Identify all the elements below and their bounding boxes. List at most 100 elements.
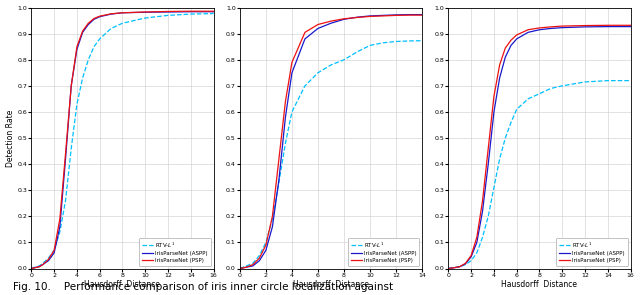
RTV-$L^1$ xyxy=(243,264,250,268)
RTV-$L^1$ xyxy=(108,27,115,30)
RTV-$L^1$ xyxy=(547,87,555,90)
IrisParseNet (ASPP) xyxy=(604,25,612,28)
IrisParseNet (ASPP) xyxy=(340,17,348,21)
IrisParseNet (ASPP) xyxy=(479,209,486,213)
Legend: RTV-$L^1$, IrisParseNet (ASPP), IrisParseNet (PSP): RTV-$L^1$, IrisParseNet (ASPP), IrisPars… xyxy=(140,237,211,266)
RTV-$L^1$ xyxy=(67,147,75,150)
RTV-$L^1$ xyxy=(90,45,98,48)
IrisParseNet (ASPP) xyxy=(262,248,269,252)
IrisParseNet (ASPP) xyxy=(210,10,218,14)
IrisParseNet (PSP) xyxy=(366,15,374,18)
RTV-$L^1$ xyxy=(288,110,296,114)
RTV-$L^1$ xyxy=(524,97,532,101)
RTV-$L^1$ xyxy=(418,39,426,42)
RTV-$L^1$ xyxy=(35,264,43,268)
RTV-$L^1$ xyxy=(84,58,92,62)
IrisParseNet (ASPP) xyxy=(536,28,543,32)
IrisParseNet (PSP) xyxy=(282,100,289,103)
IrisParseNet (PSP) xyxy=(31,266,38,270)
IrisParseNet (ASPP) xyxy=(118,11,126,14)
RTV-$L^1$ xyxy=(484,214,492,218)
IrisParseNet (ASPP) xyxy=(67,84,75,88)
RTV-$L^1$ xyxy=(467,259,475,263)
Line: RTV-$L^1$: RTV-$L^1$ xyxy=(240,41,422,268)
IrisParseNet (ASPP) xyxy=(282,115,289,119)
IrisParseNet (PSP) xyxy=(210,9,218,13)
IrisParseNet (PSP) xyxy=(461,261,469,265)
IrisParseNet (ASPP) xyxy=(164,10,172,14)
IrisParseNet (ASPP) xyxy=(314,27,322,30)
IrisParseNet (PSP) xyxy=(524,28,532,32)
RTV-$L^1$ xyxy=(164,14,172,17)
IrisParseNet (ASPP) xyxy=(108,12,115,16)
IrisParseNet (ASPP) xyxy=(581,25,589,29)
IrisParseNet (ASPP) xyxy=(187,10,195,14)
IrisParseNet (ASPP) xyxy=(353,15,361,19)
RTV-$L^1$ xyxy=(269,217,276,221)
RTV-$L^1$ xyxy=(282,142,289,145)
IrisParseNet (ASPP) xyxy=(56,225,64,229)
IrisParseNet (PSP) xyxy=(118,11,126,14)
IrisParseNet (PSP) xyxy=(502,46,509,50)
Line: IrisParseNet (ASPP): IrisParseNet (ASPP) xyxy=(240,14,422,268)
RTV-$L^1$ xyxy=(490,186,498,189)
IrisParseNet (ASPP) xyxy=(507,44,515,47)
Legend: RTV-$L^1$, IrisParseNet (ASPP), IrisParseNet (PSP): RTV-$L^1$, IrisParseNet (ASPP), IrisPars… xyxy=(348,237,419,266)
RTV-$L^1$ xyxy=(627,79,634,82)
Line: IrisParseNet (PSP): IrisParseNet (PSP) xyxy=(449,25,630,268)
IrisParseNet (ASPP) xyxy=(301,37,308,41)
RTV-$L^1$ xyxy=(249,261,257,265)
IrisParseNet (PSP) xyxy=(255,256,263,260)
IrisParseNet (ASPP) xyxy=(51,251,58,255)
IrisParseNet (ASPP) xyxy=(45,259,52,263)
IrisParseNet (PSP) xyxy=(456,265,463,268)
IrisParseNet (ASPP) xyxy=(73,47,81,51)
IrisParseNet (ASPP) xyxy=(559,26,566,30)
IrisParseNet (PSP) xyxy=(418,13,426,17)
RTV-$L^1$ xyxy=(31,266,38,269)
RTV-$L^1$ xyxy=(275,181,283,184)
IrisParseNet (PSP) xyxy=(490,94,498,98)
IrisParseNet (ASPP) xyxy=(392,13,400,17)
IrisParseNet (ASPP) xyxy=(28,267,35,270)
RTV-$L^1$ xyxy=(513,108,520,111)
RTV-$L^1$ xyxy=(461,263,469,266)
X-axis label: Hausdorff  Distance: Hausdorff Distance xyxy=(502,281,577,289)
IrisParseNet (PSP) xyxy=(301,31,308,34)
IrisParseNet (PSP) xyxy=(45,258,52,261)
IrisParseNet (ASPP) xyxy=(366,14,374,18)
IrisParseNet (ASPP) xyxy=(35,265,43,268)
RTV-$L^1$ xyxy=(187,12,195,16)
IrisParseNet (PSP) xyxy=(479,199,486,202)
IrisParseNet (ASPP) xyxy=(243,266,250,269)
IrisParseNet (ASPP) xyxy=(547,27,555,30)
IrisParseNet (PSP) xyxy=(327,19,335,23)
Line: RTV-$L^1$: RTV-$L^1$ xyxy=(31,14,214,268)
IrisParseNet (PSP) xyxy=(51,248,58,252)
IrisParseNet (PSP) xyxy=(604,24,612,27)
IrisParseNet (ASPP) xyxy=(269,225,276,229)
IrisParseNet (PSP) xyxy=(28,267,35,270)
RTV-$L^1$ xyxy=(445,267,452,270)
RTV-$L^1$ xyxy=(236,267,244,270)
RTV-$L^1$ xyxy=(405,39,413,43)
IrisParseNet (ASPP) xyxy=(275,178,283,181)
RTV-$L^1$ xyxy=(39,261,47,265)
IrisParseNet (PSP) xyxy=(243,266,250,269)
IrisParseNet (ASPP) xyxy=(450,266,458,270)
RTV-$L^1$ xyxy=(456,265,463,268)
IrisParseNet (ASPP) xyxy=(61,157,69,161)
IrisParseNet (ASPP) xyxy=(405,13,413,16)
RTV-$L^1$ xyxy=(327,63,335,67)
IrisParseNet (ASPP) xyxy=(484,162,492,166)
IrisParseNet (ASPP) xyxy=(39,263,47,266)
IrisParseNet (ASPP) xyxy=(288,71,296,75)
IrisParseNet (PSP) xyxy=(536,26,543,30)
IrisParseNet (PSP) xyxy=(67,84,75,88)
IrisParseNet (ASPP) xyxy=(31,266,38,270)
IrisParseNet (ASPP) xyxy=(141,11,149,14)
IrisParseNet (ASPP) xyxy=(496,76,504,80)
IrisParseNet (PSP) xyxy=(249,263,257,266)
IrisParseNet (PSP) xyxy=(314,23,322,26)
Line: IrisParseNet (PSP): IrisParseNet (PSP) xyxy=(240,15,422,268)
